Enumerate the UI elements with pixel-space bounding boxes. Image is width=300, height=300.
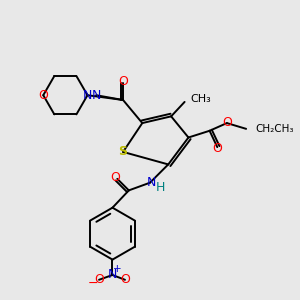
Text: CH₃: CH₃: [190, 94, 211, 104]
Text: O: O: [120, 273, 130, 286]
Text: S: S: [118, 146, 127, 158]
Text: O: O: [110, 171, 120, 184]
Text: +: +: [113, 264, 122, 274]
Text: −: −: [88, 277, 98, 290]
Text: CH₂CH₃: CH₂CH₃: [256, 124, 294, 134]
Text: O: O: [38, 89, 48, 102]
Text: N: N: [92, 89, 101, 102]
Text: N: N: [146, 176, 156, 189]
Text: O: O: [94, 273, 104, 286]
Text: O: O: [212, 142, 222, 154]
Text: O: O: [222, 116, 232, 129]
Text: N: N: [83, 89, 92, 102]
Text: O: O: [118, 75, 128, 88]
Text: N: N: [108, 268, 117, 281]
Text: H: H: [156, 181, 165, 194]
